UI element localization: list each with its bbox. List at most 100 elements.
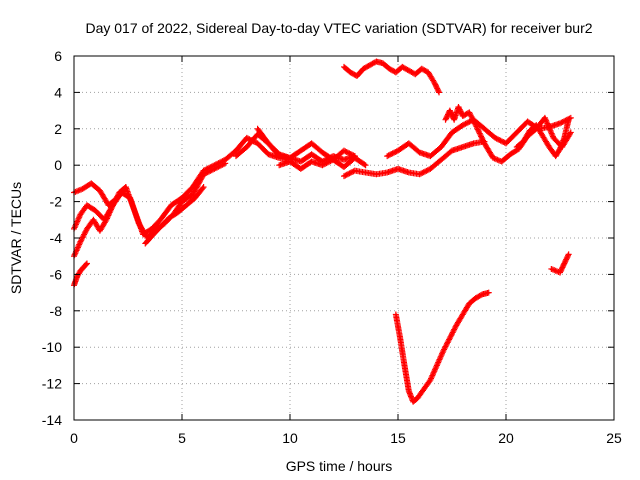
data-point xyxy=(388,151,395,158)
data-point xyxy=(559,118,566,125)
data-point xyxy=(207,167,214,174)
y-axis-label: SDTVAR / TECUs xyxy=(8,182,24,294)
x-tick-labels: 0 5 10 15 20 25 xyxy=(70,430,622,446)
y-tick-labels: 6 4 2 0 -2 -4 -6 -8 -10 -12 -14 xyxy=(42,48,62,428)
data-point xyxy=(472,122,479,129)
data-point xyxy=(210,166,217,173)
data-point xyxy=(219,161,226,168)
data-point xyxy=(199,185,206,192)
data-point xyxy=(220,161,227,168)
series-arc-15 xyxy=(548,251,572,276)
data-points xyxy=(71,58,574,405)
data-point xyxy=(392,149,399,156)
y-tick-label: -6 xyxy=(50,266,63,282)
data-point xyxy=(492,134,499,141)
data-point xyxy=(422,168,428,175)
series-arc-7 xyxy=(254,125,358,165)
y-tick-label: -4 xyxy=(50,230,63,246)
y-tick-label: -8 xyxy=(50,303,63,319)
data-point xyxy=(222,160,229,167)
data-point xyxy=(83,260,90,267)
axis-ticks xyxy=(73,55,615,421)
series-arc-12 xyxy=(513,116,572,160)
chart-title: Day 017 of 2022, Sidereal Day-to-day VTE… xyxy=(85,20,592,36)
data-point xyxy=(485,289,492,296)
data-point xyxy=(343,149,350,156)
y-tick-label: -10 xyxy=(42,339,62,355)
data-point xyxy=(565,252,572,259)
series-arc-9 xyxy=(341,138,488,180)
data-point xyxy=(324,159,331,166)
data-point xyxy=(326,158,333,165)
data-point xyxy=(346,170,353,177)
series-arc-14 xyxy=(392,289,492,405)
data-point xyxy=(215,163,222,170)
data-point xyxy=(463,120,470,127)
y-tick-label: 4 xyxy=(54,84,62,100)
data-point xyxy=(435,88,442,95)
data-point xyxy=(420,169,427,176)
series-arc-8 xyxy=(276,154,369,172)
data-point xyxy=(496,136,503,143)
data-point xyxy=(349,169,356,176)
data-point xyxy=(343,171,350,178)
data-point xyxy=(362,162,369,169)
series-arc-13 xyxy=(341,58,443,96)
data-point xyxy=(566,115,573,122)
data-point xyxy=(200,184,207,191)
x-tick-label: 25 xyxy=(606,430,622,446)
data-point xyxy=(433,84,440,91)
data-point xyxy=(416,171,423,178)
data-point xyxy=(218,162,225,169)
data-point xyxy=(494,136,501,143)
data-point xyxy=(204,169,211,176)
x-tick-label: 10 xyxy=(282,430,298,446)
data-point xyxy=(200,171,207,178)
data-point xyxy=(211,165,218,172)
data-point xyxy=(419,169,426,176)
data-point xyxy=(341,147,347,154)
grid-lines xyxy=(74,56,614,420)
y-tick-label: 2 xyxy=(54,121,62,137)
data-point xyxy=(448,110,455,117)
data-point xyxy=(347,169,354,176)
data-point xyxy=(497,137,504,144)
data-point xyxy=(342,172,349,179)
data-point xyxy=(423,167,430,174)
data-point xyxy=(208,167,215,174)
data-point xyxy=(243,134,250,141)
data-point xyxy=(567,129,574,136)
data-point xyxy=(319,162,326,169)
x-tick-label: 0 xyxy=(70,430,78,446)
data-point xyxy=(245,135,252,142)
data-point xyxy=(461,121,468,128)
data-point xyxy=(384,153,391,160)
y-tick-label: -14 xyxy=(42,412,62,428)
data-point xyxy=(214,164,221,171)
data-point xyxy=(389,150,396,157)
data-point xyxy=(417,170,424,177)
data-point xyxy=(557,120,563,127)
data-point xyxy=(121,184,128,191)
data-point xyxy=(493,135,500,142)
y-tick-label: -12 xyxy=(42,376,62,392)
series-arc-3 xyxy=(71,184,129,260)
data-point xyxy=(459,122,466,129)
data-point xyxy=(203,169,210,176)
data-point xyxy=(390,149,397,156)
y-tick-label: -2 xyxy=(50,194,63,210)
x-axis-label: GPS time / hours xyxy=(286,458,393,474)
data-point xyxy=(341,173,347,180)
data-point xyxy=(361,161,368,168)
data-point xyxy=(212,165,219,172)
data-point xyxy=(386,151,393,158)
data-point xyxy=(565,251,572,258)
data-point xyxy=(385,152,392,159)
data-point xyxy=(436,89,443,96)
data-point xyxy=(462,120,469,127)
data-point xyxy=(465,119,472,126)
data-point xyxy=(558,119,565,126)
y-tick-label: 6 xyxy=(54,48,62,64)
data-point xyxy=(345,149,352,156)
